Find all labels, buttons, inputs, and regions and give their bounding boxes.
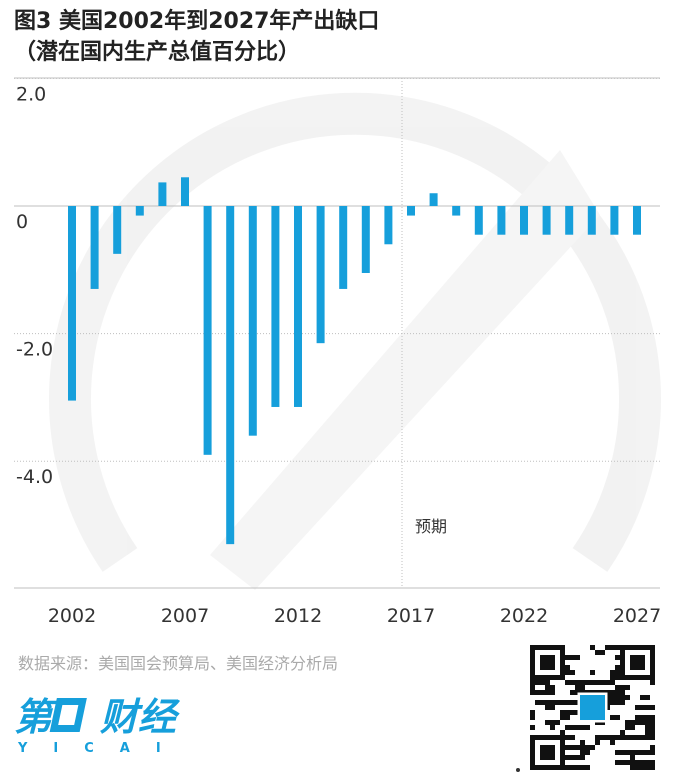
- bar-2004: [113, 206, 122, 254]
- x-tick-label: 2002: [48, 605, 96, 627]
- bar-2008: [203, 206, 212, 455]
- bar-2025: [587, 206, 596, 235]
- svg-text:财经: 财经: [100, 695, 181, 739]
- decorative-dot: [516, 768, 520, 772]
- bar-2014: [339, 206, 348, 289]
- bar-2024: [565, 206, 574, 235]
- bar-2019: [452, 206, 461, 216]
- bar-2022: [520, 206, 528, 235]
- y-tick-label: 2.0: [16, 83, 46, 105]
- bar-2026: [610, 206, 619, 235]
- y-tick-label: -2.0: [16, 339, 53, 361]
- bar-2021: [497, 206, 506, 235]
- x-tick-label: 2017: [387, 605, 435, 627]
- bar-2023: [542, 206, 551, 235]
- bar-2015: [361, 206, 370, 273]
- qr-code[interactable]: [530, 645, 655, 770]
- data-source: 数据来源：美国国会预算局、美国经济分析局: [18, 654, 339, 673]
- bar-2027: [633, 206, 641, 235]
- bar-2002: [68, 206, 76, 401]
- bar-2011: [271, 206, 280, 407]
- bar-2016: [384, 206, 393, 245]
- y-tick-label: -4.0: [16, 466, 53, 488]
- bar-2012: [294, 206, 302, 407]
- svg-text:第: 第: [14, 695, 58, 739]
- x-tick-label: 2022: [500, 605, 548, 627]
- bar-2009: [226, 206, 235, 545]
- bar-2003: [90, 206, 99, 289]
- bar-2010: [248, 206, 257, 436]
- bar-2017: [407, 206, 415, 216]
- bar-2007: [181, 177, 189, 206]
- x-tick-label: 2012: [274, 605, 322, 627]
- bar-2020: [474, 206, 483, 235]
- bar-chart: 2.0 0 -2.0 -4.0 预期 2002 2007 2012 2017 2022 2027: [14, 77, 661, 627]
- svg-text:YICAI: YICAI: [17, 741, 187, 756]
- chart-title: 图3 美国2002年到2027年产出缺口 （潜在国内生产总值百分比）: [14, 6, 379, 68]
- bar-2006: [158, 182, 167, 206]
- forecast-annotation: 预期: [415, 517, 447, 536]
- bar-2005: [135, 206, 144, 216]
- x-tick-label: 2027: [613, 605, 661, 627]
- bar-2013: [316, 206, 325, 344]
- y-tick-label: 0: [16, 211, 28, 233]
- bar-2018: [429, 193, 438, 206]
- x-tick-label: 2007: [161, 605, 209, 627]
- title-line-2: （潜在国内生产总值百分比）: [14, 40, 301, 65]
- yicai-logo: 第 财经 YICAI: [14, 688, 214, 762]
- title-line-1: 图3 美国2002年到2027年产出缺口: [14, 9, 380, 34]
